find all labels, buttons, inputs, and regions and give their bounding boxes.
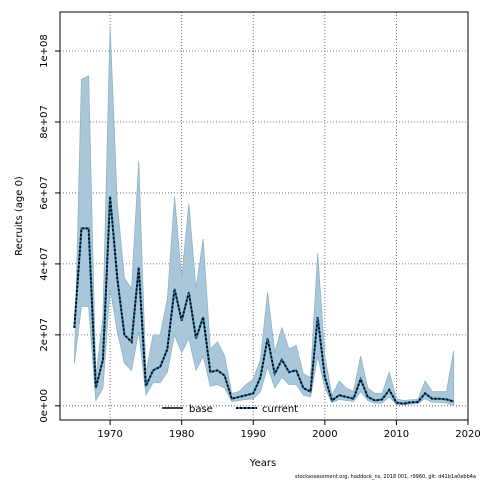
y-tick-label: 4e+07 <box>39 247 50 281</box>
y-axis: 0e+00 2e+07 4e+07 6e+07 8e+07 1e+08 <box>39 34 60 423</box>
y-tick-label: 0e+00 <box>39 389 50 423</box>
legend: base current <box>162 404 298 415</box>
x-tick-label: 1970 <box>97 429 122 440</box>
x-tick-label: 1990 <box>241 429 266 440</box>
x-tick-label: 1980 <box>169 429 194 440</box>
legend-current-label: current <box>262 404 298 415</box>
confidence-band <box>73 26 455 407</box>
x-axis: 1970 1980 1990 2000 2010 2020 <box>97 420 480 440</box>
y-tick-label: 6e+07 <box>39 176 50 210</box>
x-tick-label: 2010 <box>384 429 409 440</box>
plot-frame <box>59 11 469 421</box>
caption: stockassessment.org, haddock_ns, 2018 00… <box>295 474 476 480</box>
y-tick-label: 1e+08 <box>39 34 50 68</box>
x-tick-label: 2020 <box>455 429 480 440</box>
legend-base-label: base <box>189 404 213 415</box>
x-axis-title: Years <box>249 458 276 469</box>
y-tick-label: 2e+07 <box>39 318 50 352</box>
y-tick-label: 8e+07 <box>39 105 50 139</box>
series-line-current-overlay <box>73 196 454 405</box>
y-axis-title: Recruits (age 0) <box>14 176 25 256</box>
series-lines <box>73 196 454 405</box>
x-tick-label: 2000 <box>312 429 337 440</box>
